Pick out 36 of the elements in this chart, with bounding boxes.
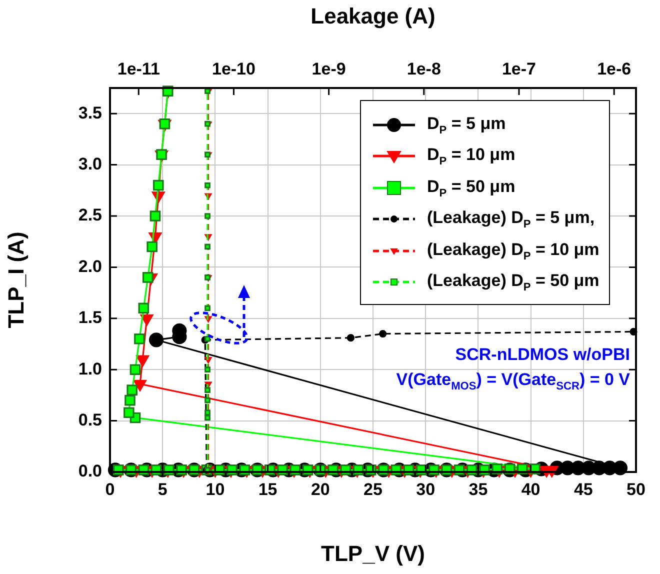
x2-tick-label: 1e-11 (117, 59, 160, 78)
y-tick-label: 3.0 (78, 154, 102, 174)
y-tick-label: 2.0 (78, 256, 102, 276)
annotation: SCR-nLDMOS w/oPBI (454, 344, 630, 366)
y-tick-label: 3.5 (78, 103, 102, 122)
x2-tick-label: 1e-7 (502, 59, 536, 78)
x-tick-label: 40 (521, 480, 540, 499)
legend-label: (Leakage) D$_{P}$ = 50 μm (427, 271, 600, 294)
y-tick-label: 1.0 (78, 359, 102, 378)
x2-axis-title: Leakage (A) (310, 3, 436, 28)
x-tick-label: 35 (468, 480, 488, 499)
y-tick-label: 0.5 (78, 410, 102, 430)
legend-label: (Leakage) D$_{P}$ = 5 μm, (427, 208, 595, 230)
x-axis-title: TLP_V (V) (321, 540, 425, 566)
x-tick-label: 10 (206, 480, 225, 499)
x-tick-label: 50 (626, 480, 646, 499)
x2-tick-label: 1e-6 (597, 59, 632, 78)
y-tick-label: 0.0 (78, 462, 102, 481)
x2-tick-label: 1e-9 (312, 59, 346, 78)
legend-label: D$_{P}$ = 50 μm (427, 176, 516, 199)
legend-label: (Leakage) D$_{P}$ = 10 μm (427, 240, 600, 262)
x-tick-label: 30 (416, 480, 436, 499)
x-tick-label: 20 (310, 480, 330, 499)
legend-label: D$_{P}$ = 10 μm (427, 145, 516, 168)
x-tick-label: 5 (158, 480, 168, 499)
x-tick-label: 15 (258, 480, 278, 499)
legend-label: D$_{P}$ = 5 μm (427, 114, 506, 136)
y-tick-label: 1.5 (78, 308, 102, 328)
y-tick-label: 2.5 (78, 206, 102, 225)
x2-tick-label: 1e-8 (406, 59, 441, 78)
y-axis-title: TLP_I (A) (3, 232, 28, 328)
x-tick-label: 0 (105, 480, 115, 499)
x-tick-label: 25 (364, 480, 382, 499)
x2-tick-label: 1e-10 (212, 59, 256, 78)
x-tick-label: 45 (574, 480, 593, 499)
annotation: V(Gate$_{MOS}$) = V(Gate$_{SCR}$) = 0 V (396, 369, 630, 394)
